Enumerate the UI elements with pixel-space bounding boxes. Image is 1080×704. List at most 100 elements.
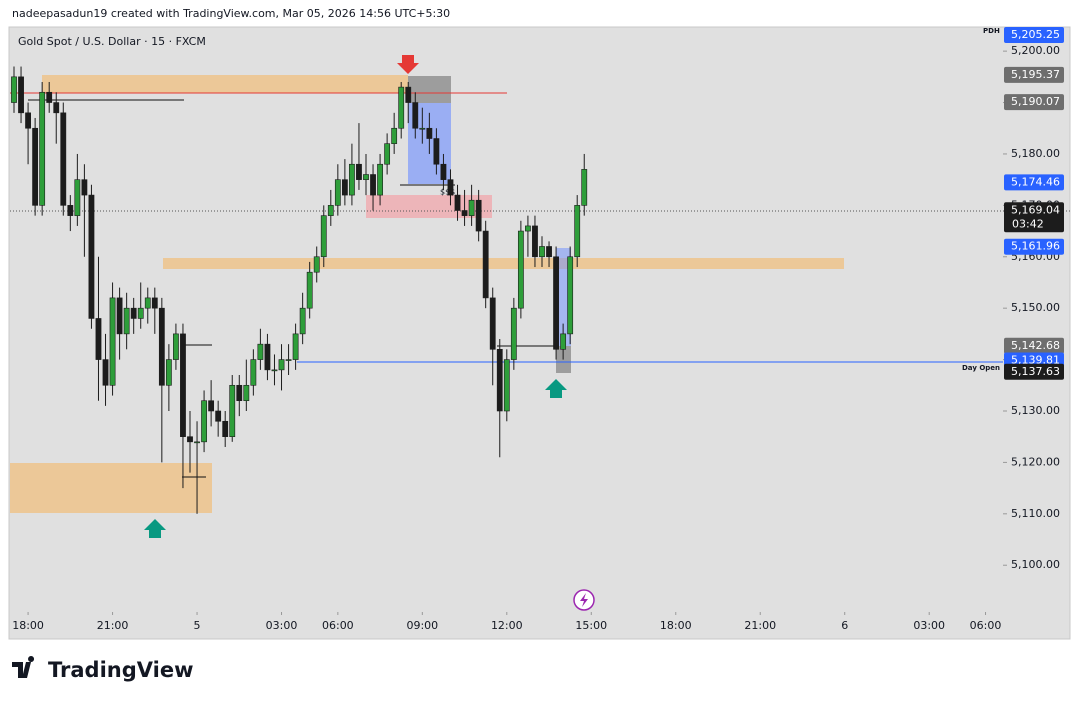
- candle-body: [546, 246, 552, 258]
- candle-body: [377, 163, 383, 196]
- candle-body: [503, 359, 510, 412]
- x-tick-label: 21:00: [744, 619, 776, 632]
- candle-body: [236, 384, 243, 402]
- candle-body: [475, 199, 482, 232]
- candle-body: [264, 343, 271, 371]
- candle-body: [398, 86, 405, 129]
- candle-body: [250, 359, 257, 386]
- y-tick-label: 5,110.00: [1011, 507, 1060, 520]
- x-tick-label: 6: [841, 619, 848, 632]
- candle-body: [292, 333, 299, 360]
- candle-body: [271, 369, 278, 372]
- price-label: 5,174.46: [1004, 174, 1064, 191]
- candle-body: [201, 400, 207, 443]
- event-icon-bolt: [580, 593, 588, 607]
- y-tick-label: 5,180.00: [1011, 147, 1060, 160]
- logo-mark: [12, 656, 35, 678]
- price-label-text: 5,190.07: [1011, 95, 1060, 108]
- chart-title: Gold Spot / U.S. Dollar · 15 · FXCM: [18, 35, 206, 48]
- candle-body: [468, 199, 475, 216]
- zone: [366, 195, 492, 218]
- candle-body: [180, 333, 186, 437]
- buy-arrow: [545, 379, 567, 398]
- candle-body: [39, 91, 46, 206]
- candle-body: [144, 297, 151, 309]
- candle-body: [363, 174, 369, 180]
- candle-body: [123, 307, 130, 335]
- candle-body: [489, 297, 496, 350]
- x-tick-label: 09:00: [406, 619, 438, 632]
- candle-body: [25, 112, 31, 129]
- price-label-box: [1004, 337, 1064, 354]
- x-tick-label: 18:00: [660, 619, 692, 632]
- x-tick-label: 5: [194, 619, 201, 632]
- candle-body: [299, 307, 306, 335]
- countdown: 03:42: [1012, 217, 1044, 230]
- price-label-box: [1004, 66, 1064, 83]
- y-tick-label: 5,130.00: [1011, 404, 1060, 417]
- candle-body: [53, 102, 60, 114]
- x-tick-label: 15:00: [575, 619, 607, 632]
- candle-body: [419, 127, 426, 130]
- candle-body: [405, 86, 412, 103]
- candle-body: [356, 163, 362, 180]
- candle-body: [285, 359, 292, 361]
- candle-body: [517, 230, 524, 309]
- x-tick-label: 21:00: [97, 619, 129, 632]
- candle-body: [482, 230, 489, 299]
- demand-zone: [10, 463, 212, 513]
- candle-body: [11, 76, 17, 103]
- candle-body: [349, 163, 355, 196]
- candle-body: [165, 359, 172, 386]
- candle-body: [574, 205, 581, 258]
- price-label-box: [1004, 238, 1064, 255]
- candle-body: [278, 359, 285, 371]
- price-label: 5,190.07: [1004, 94, 1064, 111]
- candle-body: [510, 307, 517, 360]
- candle-body: [88, 194, 95, 319]
- candle-body: [222, 420, 229, 437]
- candle-body: [67, 205, 74, 216]
- candle-body: [116, 297, 123, 335]
- candle-body: [243, 384, 250, 402]
- candle-body: [151, 297, 158, 309]
- candle-body: [370, 174, 376, 196]
- candle-body: [440, 163, 447, 180]
- candle-body: [525, 225, 531, 232]
- candle-body: [454, 194, 461, 211]
- price-label-text: 5,142.68: [1011, 339, 1060, 352]
- candle-body: [306, 271, 313, 309]
- zone: [163, 258, 844, 269]
- candle-body: [327, 205, 334, 216]
- candle-body: [46, 91, 53, 103]
- candle-body: [461, 210, 468, 216]
- candle-body: [137, 307, 144, 319]
- candle-body: [496, 349, 503, 412]
- candle-body: [412, 102, 419, 129]
- candle-body: [313, 256, 320, 273]
- price-label-text: 5,137.63: [1011, 365, 1060, 378]
- header-text: nadeepasadun19 created with TradingView.…: [12, 7, 450, 20]
- stop-box: [408, 76, 451, 103]
- candle-body: [539, 246, 545, 258]
- candle-body: [60, 112, 67, 206]
- chart-pane: [8, 26, 1071, 640]
- candle-body: [81, 179, 88, 196]
- price-label-box: [1004, 363, 1064, 380]
- candle-body: [32, 127, 39, 206]
- candle-body: [173, 333, 179, 360]
- buy-arrow: [144, 519, 166, 538]
- sell-arrow: [397, 55, 419, 74]
- x-tick-label: 03:00: [266, 619, 298, 632]
- price-label: 5,205.25: [1004, 27, 1064, 43]
- candle-body: [567, 256, 574, 335]
- candle-body: [581, 169, 588, 206]
- x-tick-label: 06:00: [970, 619, 1002, 632]
- candle-body: [229, 384, 236, 437]
- logo: TradingView: [12, 656, 193, 682]
- price-label-box: [1004, 27, 1064, 43]
- price-label-text: 5,161.96: [1011, 240, 1060, 253]
- price-label-text: 5,195.37: [1011, 68, 1060, 81]
- candle-body: [334, 179, 341, 206]
